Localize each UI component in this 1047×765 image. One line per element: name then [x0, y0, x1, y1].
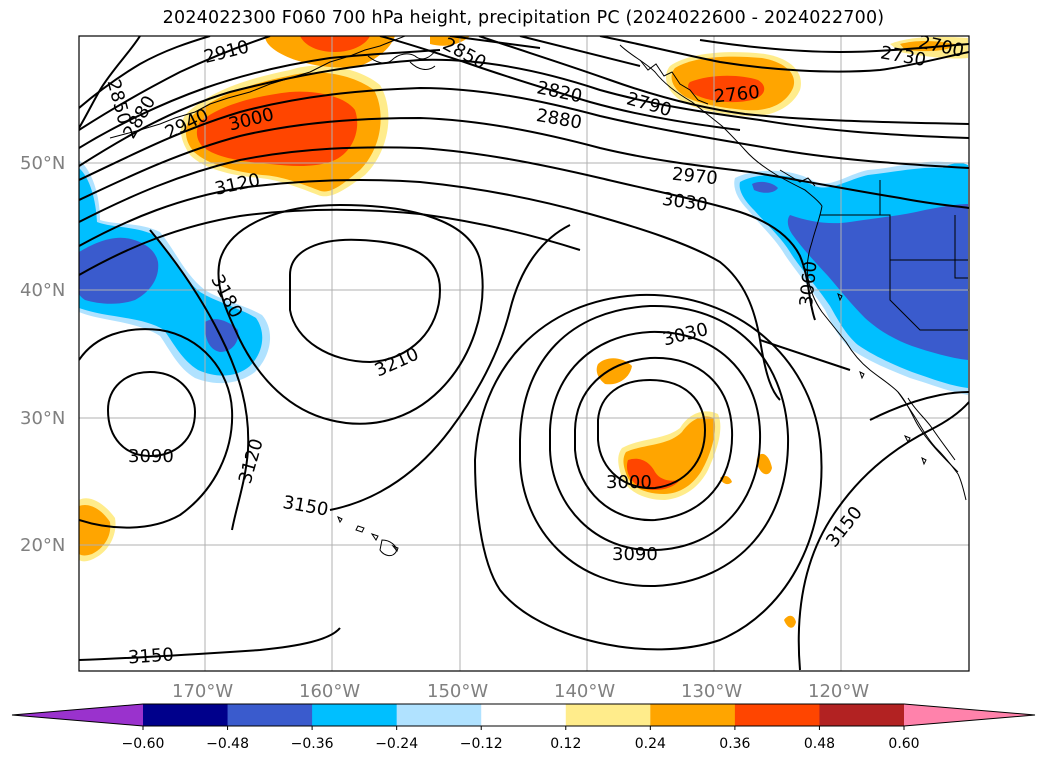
- lon-label-160w: 160°W: [299, 681, 360, 702]
- lon-label-140w: 140°W: [554, 681, 615, 702]
- lon-label-120w: 120°W: [808, 681, 869, 702]
- colorbar-segment: [143, 704, 229, 726]
- lat-label-30n: 30°N: [20, 408, 65, 429]
- colorbar-tick-label: 0.60: [888, 736, 919, 752]
- colorbar-tick-label: −0.24: [375, 736, 418, 752]
- lon-label-170w: 170°W: [172, 681, 233, 702]
- contour-label-2760: 2760: [713, 82, 761, 108]
- precip-negative-west-blue2: [204, 319, 239, 352]
- contour-label-3000-b: 3000: [606, 472, 652, 493]
- precip-negative-east-blue2: [752, 181, 778, 193]
- lon-label-130w: 130°W: [681, 681, 742, 702]
- lat-label-50n: 50°N: [20, 153, 65, 174]
- colorbar-segment: [396, 704, 482, 726]
- precip-positive-sub5: [784, 615, 796, 628]
- lat-label-20n: 20°N: [20, 535, 65, 556]
- colorbar-tick-label: −0.48: [206, 736, 249, 752]
- map-title: 2024022300 F060 700 hPa height, precipit…: [162, 8, 885, 28]
- colorbar-extend-max: [904, 704, 1035, 726]
- contour-label-3150-c: 3150: [127, 644, 174, 668]
- precip-negative-west-blue: [79, 237, 159, 304]
- map-frame: [78, 35, 970, 672]
- colorbar-segment: [650, 704, 736, 726]
- colorbar: −0.60 −0.48 −0.36 −0.24 −0.12 0.12 0.24 0.36 0.4…: [11, 703, 1036, 752]
- coastlines: [109, 36, 968, 557]
- colorbar-tick-label: 0.48: [804, 736, 835, 752]
- longitude-labels: 170°W 160°W 150°W 140°W 130°W 120°W: [172, 681, 869, 702]
- height-contours: [79, 36, 969, 671]
- precip-positive-sub3: [756, 453, 772, 475]
- colorbar-tick-label: −0.12: [460, 736, 503, 752]
- lat-label-40n: 40°N: [20, 280, 65, 301]
- colorbar-segment: [819, 704, 905, 726]
- colorbar-extend-min: [12, 704, 143, 726]
- contour-label-2970: 2970: [671, 164, 719, 190]
- colorbar-segment: [734, 704, 820, 726]
- colorbar-segment: [565, 704, 651, 726]
- colorbar-tick-label: −0.60: [122, 736, 165, 752]
- contour-label-3090-b: 3090: [612, 544, 658, 565]
- precip-positive-west-orange: [79, 504, 111, 556]
- colorbar-tick-label: 0.36: [719, 736, 750, 752]
- colorbar-segment: [312, 704, 398, 726]
- colorbar-tick-label: 0.24: [635, 736, 666, 752]
- colorbar-tick-label: −0.36: [291, 736, 334, 752]
- colorbar-segment: [227, 704, 313, 726]
- precip-positive-sub-red: [626, 458, 680, 490]
- colorbar-tick-label: 0.12: [550, 736, 581, 752]
- precipitation-shading: [79, 36, 968, 628]
- latitude-labels: 50°N 40°N 30°N 20°N: [20, 153, 65, 556]
- colorbar-segment: [481, 704, 567, 726]
- precip-positive-north-red: [300, 36, 370, 52]
- precip-negative-east-cyan2: [940, 163, 968, 200]
- contour-label-3060: 3060: [796, 260, 822, 308]
- precip-negative-east-blue: [787, 204, 968, 360]
- contour-label-3090-a: 3090: [128, 446, 174, 467]
- lon-label-150w: 150°W: [427, 681, 488, 702]
- precip-negative-west-small: [79, 185, 89, 224]
- precip-positive-alaska-red: [688, 75, 765, 103]
